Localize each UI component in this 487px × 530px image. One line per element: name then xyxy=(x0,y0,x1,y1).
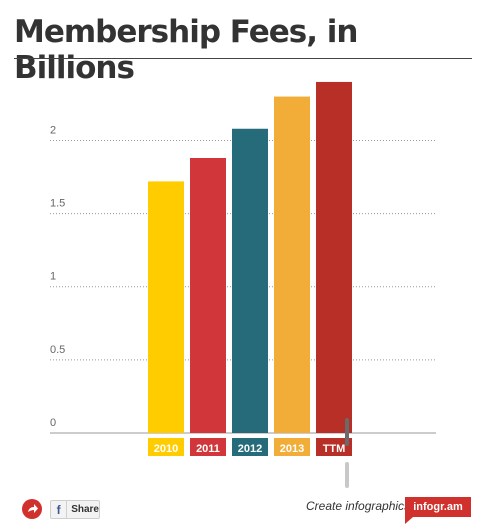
scroll-track xyxy=(345,462,349,488)
bar xyxy=(274,96,310,433)
bar xyxy=(316,81,352,434)
create-infographics-link[interactable]: Create infographics xyxy=(306,499,411,513)
x-tick-label: 2012 xyxy=(238,443,262,455)
x-tick-label: 2011 xyxy=(196,443,220,455)
bar-chart: 0 0.5 1 1.5 2 2010 2011 2012 2013 TTM xyxy=(50,81,436,488)
x-tick-label: 2013 xyxy=(280,443,304,455)
y-tick-label: 2 xyxy=(50,124,56,136)
category-label-box xyxy=(316,438,352,456)
category-label-box xyxy=(274,438,310,456)
category-label-box xyxy=(232,438,268,456)
bar xyxy=(232,128,268,433)
facebook-icon: f xyxy=(51,501,68,518)
bar xyxy=(190,158,226,434)
x-tick-label: 2010 xyxy=(154,443,178,455)
y-tick-label: 1 xyxy=(50,271,56,283)
x-tick-label: TTM xyxy=(323,443,346,455)
chart-title: Membership Fees, in Billions xyxy=(14,14,359,86)
infogram-badge[interactable]: infogr.am xyxy=(405,497,471,524)
share-label: Share xyxy=(71,504,99,515)
y-tick-label: 1.5 xyxy=(50,198,65,210)
y-tick-label: 0 xyxy=(50,417,56,429)
scroll-handle xyxy=(345,418,349,446)
y-tick-label: 0.5 xyxy=(50,344,65,356)
bar xyxy=(148,181,184,433)
share-arrow-icon[interactable] xyxy=(22,499,42,519)
facebook-share-button[interactable]: f Share xyxy=(50,500,100,519)
category-label-box xyxy=(190,438,226,456)
title-divider xyxy=(14,58,472,59)
category-label-box xyxy=(148,438,184,456)
